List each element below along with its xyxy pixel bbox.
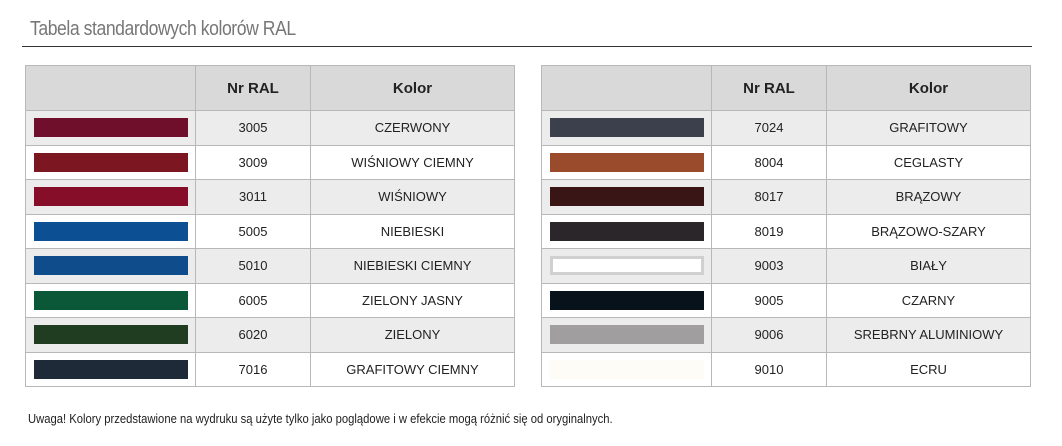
color-name: ZIELONY (310, 317, 515, 353)
ral-number: 6005 (195, 282, 311, 318)
color-swatch (33, 152, 188, 172)
table-row: 9006 SREBRNY ALUMINIOWY (541, 317, 1031, 353)
header-nr-ral: Nr RAL (711, 65, 827, 111)
ral-number: 3011 (195, 179, 311, 215)
color-name: NIEBIESKI (310, 213, 515, 249)
color-swatch (549, 256, 704, 276)
ral-number: 8017 (711, 179, 827, 215)
color-swatch (33, 290, 188, 310)
table-row: 9003 BIAŁY (541, 248, 1031, 284)
ral-number: 3009 (195, 144, 311, 180)
header-kolor: Kolor (310, 65, 515, 111)
table-row: 3011 WIŚNIOWY (25, 179, 515, 215)
table-row: 3005 CZERWONY (25, 110, 515, 146)
color-name: ZIELONY JASNY (310, 282, 515, 318)
color-swatch (33, 118, 188, 138)
table-row: 9005 CZARNY (541, 282, 1031, 318)
color-swatch (549, 221, 704, 241)
ral-number: 9010 (711, 351, 827, 387)
ral-number: 5005 (195, 213, 311, 249)
header-swatch (25, 65, 196, 111)
color-name: GRAFITOWY (826, 110, 1031, 146)
color-name: BRĄZOWO-SZARY (826, 213, 1031, 249)
color-swatch (549, 359, 704, 379)
color-name: GRAFITOWY CIEMNY (310, 351, 515, 387)
color-name: WIŚNIOWY CIEMNY (310, 144, 515, 180)
ral-number: 8004 (711, 144, 827, 180)
color-swatch (549, 118, 704, 138)
color-swatch (549, 152, 704, 172)
ral-number: 3005 (195, 110, 311, 146)
ral-number: 9003 (711, 248, 827, 284)
ral-table-right: Nr RAL Kolor 7024 GRAFITOWY 8004 CEGLASTY 8017… (541, 65, 1031, 387)
table-row: 8017 BRĄZOWY (541, 179, 1031, 215)
color-name: WIŚNIOWY (310, 179, 515, 215)
header-swatch (541, 65, 712, 111)
table-row: 8019 BRĄZOWO-SZARY (541, 213, 1031, 249)
table-row: 7016 GRAFITOWY CIEMNY (25, 351, 515, 387)
table-row: 7024 GRAFITOWY (541, 110, 1031, 146)
divider (22, 46, 1032, 47)
header-kolor: Kolor (826, 65, 1031, 111)
color-name: CZERWONY (310, 110, 515, 146)
header-row: Nr RAL Kolor (541, 65, 1031, 111)
table-row: 5005 NIEBIESKI (25, 213, 515, 249)
table-row: 6005 ZIELONY JASNY (25, 282, 515, 318)
table-row: 8004 CEGLASTY (541, 144, 1031, 180)
ral-number: 8019 (711, 213, 827, 249)
color-name: ECRU (826, 351, 1031, 387)
color-swatch (33, 187, 188, 207)
ral-table-left: Nr RAL Kolor 3005 CZERWONY 3009 WIŚNIOWY CIEM… (25, 65, 515, 387)
color-name: CEGLASTY (826, 144, 1031, 180)
ral-number: 7024 (711, 110, 827, 146)
color-swatch (549, 290, 704, 310)
color-name: NIEBIESKI CIEMNY (310, 248, 515, 284)
color-name: CZARNY (826, 282, 1031, 318)
ral-number: 7016 (195, 351, 311, 387)
color-swatch (549, 325, 704, 345)
color-swatch (33, 325, 188, 345)
color-name: BRĄZOWY (826, 179, 1031, 215)
color-name: SREBRNY ALUMINIOWY (826, 317, 1031, 353)
color-swatch (33, 221, 188, 241)
disclaimer-note: Uwaga! Kolory przedstawione na wydruku s… (28, 412, 613, 426)
table-row: 6020 ZIELONY (25, 317, 515, 353)
color-name: BIAŁY (826, 248, 1031, 284)
color-swatch (33, 359, 188, 379)
table-row: 5010 NIEBIESKI CIEMNY (25, 248, 515, 284)
color-swatch (33, 256, 188, 276)
color-swatch (549, 187, 704, 207)
ral-number: 9005 (711, 282, 827, 318)
ral-number: 6020 (195, 317, 311, 353)
table-row: 9010 ECRU (541, 351, 1031, 387)
header-nr-ral: Nr RAL (195, 65, 311, 111)
ral-number: 9006 (711, 317, 827, 353)
table-row: 3009 WIŚNIOWY CIEMNY (25, 144, 515, 180)
page-title: Tabela standardowych kolorów RAL (30, 18, 296, 40)
header-row: Nr RAL Kolor (25, 65, 515, 111)
ral-number: 5010 (195, 248, 311, 284)
